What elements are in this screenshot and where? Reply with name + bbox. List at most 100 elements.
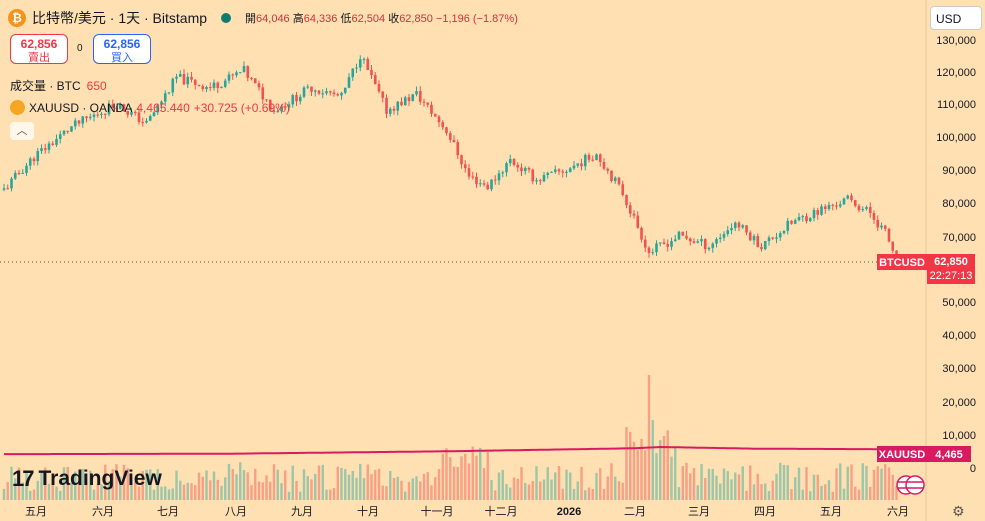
candle-body [868, 207, 872, 214]
volume-legend[interactable]: 成交量 · BTC 650 [10, 77, 107, 94]
time-tick-label: 二月 [624, 506, 646, 518]
candle-body [111, 104, 115, 108]
volume-bar [876, 466, 879, 500]
us-flag-icon[interactable] [896, 475, 925, 495]
gold-last-price: 4,465 [935, 449, 963, 461]
candle-body [126, 111, 130, 115]
candle-body [73, 120, 77, 127]
candle-body [703, 239, 707, 250]
compare-label: XAUUSD · OANDA [29, 100, 133, 115]
currency-select[interactable]: USD [930, 6, 982, 30]
sell-button[interactable]: 62,856 賣出 [10, 34, 68, 64]
candle-body [576, 163, 580, 166]
candle-body [441, 122, 445, 128]
candle-body [505, 163, 508, 173]
volume-bar [512, 477, 516, 500]
market-status-icon[interactable] [221, 13, 232, 23]
volume-bar [880, 468, 883, 500]
candle-body [872, 213, 876, 220]
price-tick-label: 70,000 [942, 232, 976, 244]
candle-body [606, 168, 610, 171]
volume-bar [767, 491, 771, 500]
candle-body [812, 210, 816, 219]
volume-bar [445, 448, 448, 500]
time-tick-label: 八月 [225, 506, 247, 518]
candle-body [55, 138, 58, 145]
candle-body [467, 168, 471, 177]
buy-button[interactable]: 62,856 買入 [93, 34, 151, 64]
volume-bar [801, 489, 804, 500]
candle-body [741, 225, 745, 228]
ohlc-values: 開64,046 高64,336 低62,504 收62,850 −1,196 (… [245, 10, 518, 26]
candle-body [598, 154, 602, 162]
candle-body [246, 66, 250, 78]
compare-legend[interactable]: XAUUSD · OANDA 4,465.440 +30.725 (+0.69%… [10, 100, 290, 115]
candle-body [400, 101, 403, 106]
buy-price: 62,856 [103, 37, 141, 51]
bitcoin-icon: ₿ [8, 9, 26, 27]
candle-body [512, 159, 516, 165]
candle-body [553, 169, 557, 172]
volume-bars [2, 375, 898, 500]
candle-body [160, 101, 163, 105]
volume-bar [6, 482, 9, 500]
gear-icon[interactable]: ⚙ [952, 503, 965, 519]
volume-bar [381, 485, 384, 500]
candle-body [471, 176, 475, 178]
candle-body [66, 130, 70, 132]
candle-body [463, 164, 467, 169]
volume-bar [831, 491, 834, 500]
candle-body [763, 241, 767, 250]
tradingview-logo[interactable]: 17 TradingView [12, 466, 162, 492]
candle-body [632, 213, 636, 216]
candle-body [381, 91, 385, 98]
candle-body [250, 77, 253, 79]
volume-bar [887, 467, 891, 500]
volume-bar [865, 465, 868, 500]
volume-bar [659, 440, 662, 500]
candle-body [685, 235, 688, 239]
candle-body [445, 127, 448, 134]
candle-body [508, 159, 512, 164]
volume-bar [850, 464, 853, 500]
volume-bar [197, 472, 201, 500]
candle-body [730, 228, 733, 231]
spread-value: 0 [77, 43, 83, 54]
volume-bar [842, 488, 846, 500]
volume-bar [857, 489, 861, 500]
volume-bar [220, 485, 223, 500]
volume-bar [44, 467, 47, 500]
candle-body [347, 77, 351, 88]
candle-body [47, 143, 51, 150]
candle-body [227, 74, 231, 81]
time-tick-label: 七月 [157, 505, 179, 518]
candle-body [823, 206, 827, 209]
candle-body [137, 112, 141, 123]
volume-bar [92, 489, 96, 500]
candle-body [268, 99, 272, 111]
volume-bar [527, 484, 531, 500]
time-tick-label: 2026 [557, 506, 581, 518]
volume-bar [201, 476, 204, 500]
candle-body [801, 216, 805, 218]
candle-body [265, 99, 268, 101]
candle-body [887, 228, 891, 242]
chevron-up-icon[interactable]: ︿ [10, 122, 34, 140]
candle-body [880, 225, 883, 228]
compare-change: +30.725 (+0.69%) [193, 100, 290, 115]
volume-bar [257, 481, 261, 500]
candle-body [370, 69, 373, 76]
price-axis: 130,000 120,000 110,000 100,000 90,000 80,000… [936, 35, 976, 475]
symbol-title[interactable]: 比特幣/美元 · 1天 · Bitstamp [32, 10, 208, 26]
candle-body [17, 172, 21, 174]
volume-bar [385, 486, 388, 500]
volume-value: 650 [86, 79, 107, 93]
candle-body [838, 204, 842, 207]
candle-body [156, 104, 160, 113]
candle-body [760, 247, 763, 250]
volume-bar [782, 465, 786, 500]
candle-body [388, 108, 392, 114]
time-tick-label: 十月 [357, 504, 379, 518]
volume-bar [115, 464, 118, 500]
